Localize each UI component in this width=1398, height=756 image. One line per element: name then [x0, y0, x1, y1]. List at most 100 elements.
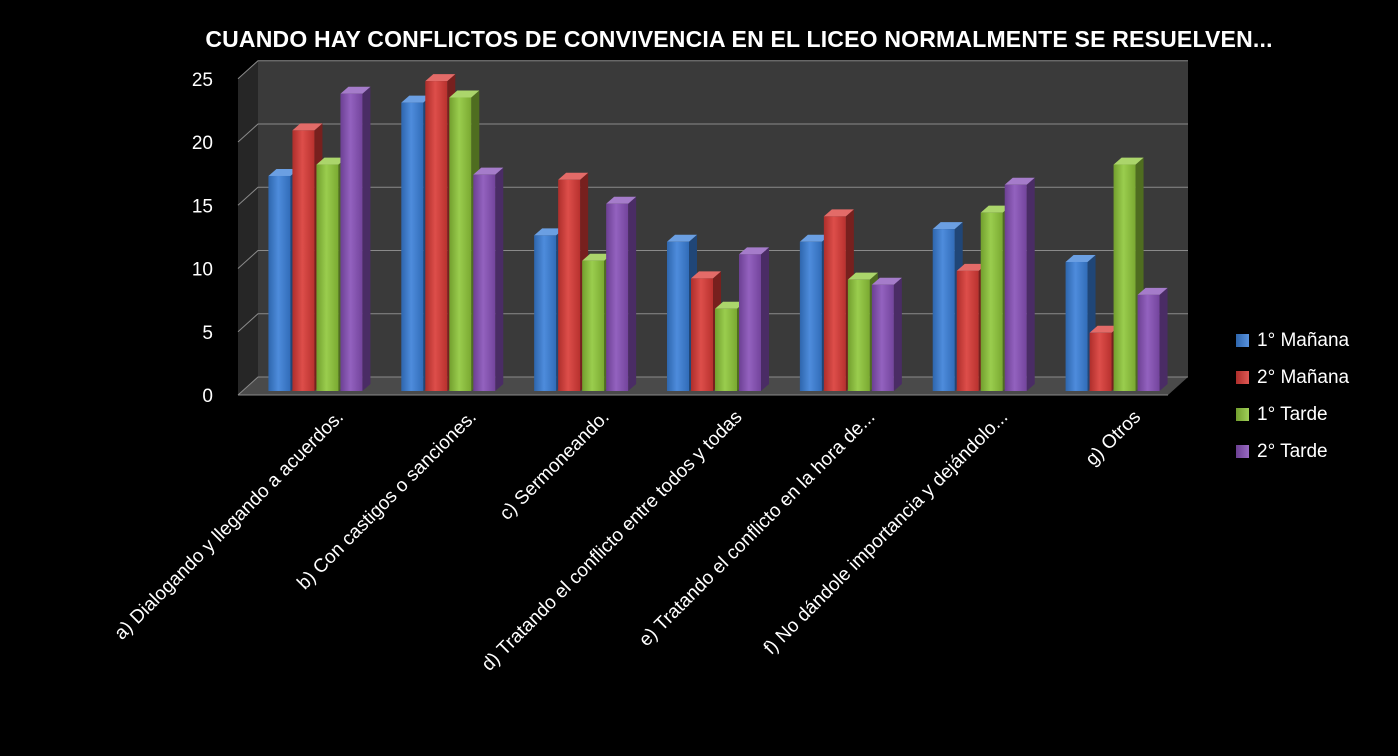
- side-wall: [238, 60, 258, 395]
- bar-top: [739, 247, 769, 255]
- bar-top: [667, 234, 697, 242]
- legend-label: 1° Tarde: [1257, 403, 1328, 425]
- bar-front: [606, 203, 629, 391]
- bar: [739, 247, 769, 391]
- legend-label: 1° Mañana: [1257, 329, 1350, 351]
- x-category-label: d) Tratando el conflicto entre todos y t…: [478, 407, 747, 676]
- bar-front: [534, 235, 557, 391]
- gridline: [237, 123, 1188, 143]
- y-tick-label: 5: [202, 323, 213, 344]
- bar-top: [268, 168, 299, 176]
- gridline: [237, 186, 1188, 206]
- bar-top: [980, 205, 1011, 213]
- bar: [871, 277, 902, 391]
- bar-top: [425, 74, 456, 82]
- bar: [1004, 177, 1035, 391]
- legend-label: 2° Mañana: [1257, 366, 1350, 388]
- bar-top: [316, 157, 347, 165]
- bar-front: [401, 102, 424, 391]
- x-category-label: g) Otros: [1082, 407, 1145, 470]
- bar-side: [1159, 287, 1168, 391]
- legend-label: 2° Tarde: [1257, 440, 1328, 462]
- bar-front: [449, 97, 472, 392]
- bar: [473, 167, 504, 391]
- bar-front: [1065, 261, 1088, 391]
- legend-item: 1° Tarde: [1236, 396, 1349, 433]
- bar-front: [340, 93, 363, 391]
- bar-front: [1004, 184, 1027, 391]
- x-category-label: e) Tratando el conflicto en la hora de..…: [635, 407, 879, 651]
- bar-front: [956, 270, 979, 391]
- bar: [606, 196, 637, 391]
- bar-top: [1004, 177, 1035, 185]
- bar-front: [268, 175, 291, 391]
- bar-front: [473, 174, 496, 391]
- bar-top: [449, 90, 480, 98]
- bar-front: [847, 279, 870, 391]
- bar-top: [401, 95, 432, 103]
- x-category-label: f) No dándole importancia y dejándolo...: [760, 407, 1012, 659]
- y-tick-label: 15: [192, 196, 213, 217]
- legend-item: 1° Mañana: [1236, 322, 1349, 359]
- bar-top: [1137, 287, 1168, 295]
- legend-swatch: [1236, 371, 1249, 384]
- chart-title: CUANDO HAY CONFLICTOS DE CONVIVENCIA EN …: [205, 26, 1273, 52]
- bar: [1137, 287, 1168, 391]
- bar: [340, 86, 371, 391]
- bar-side: [893, 277, 902, 391]
- legend-item: 2° Tarde: [1236, 433, 1349, 470]
- bar-front: [316, 164, 339, 391]
- legend-swatch: [1236, 408, 1249, 421]
- legend-item: 2° Mañana: [1236, 359, 1349, 396]
- bar-front: [1089, 332, 1112, 391]
- y-tick-label: 20: [192, 133, 213, 154]
- bar-top: [691, 271, 721, 279]
- bar-top: [558, 172, 589, 180]
- legend-swatch: [1236, 334, 1249, 347]
- bar-top: [956, 263, 987, 271]
- bar-front: [292, 130, 315, 391]
- bars: [268, 74, 1168, 392]
- bar-front: [980, 212, 1003, 391]
- bar-top: [582, 253, 613, 261]
- bar-front: [1137, 294, 1160, 391]
- y-tick-label: 25: [192, 70, 213, 91]
- bar-top: [340, 86, 371, 94]
- gridline: [237, 60, 1188, 80]
- bar-front: [582, 260, 605, 391]
- gridline: [237, 250, 1188, 269]
- bar-front: [715, 308, 737, 391]
- bar-top: [823, 209, 854, 217]
- bar-front: [799, 241, 822, 391]
- bar-front: [667, 241, 689, 391]
- bar-side: [761, 247, 769, 391]
- legend: 1° Mañana 2° Mañana 1° Tarde 2° Tarde: [1236, 322, 1349, 470]
- bar-top: [606, 196, 637, 204]
- x-category-label: a) Dialogando y llegando a acuerdos.: [111, 407, 348, 644]
- bar-top: [292, 123, 323, 131]
- bar-top: [932, 222, 963, 230]
- bar-top: [1065, 254, 1096, 262]
- bar-front: [425, 81, 448, 391]
- bar-top: [473, 167, 504, 175]
- y-axis-tick-labels: 0 5 10 15 20 25: [192, 70, 213, 407]
- bar-front: [871, 284, 894, 391]
- bar-front: [558, 179, 581, 391]
- bar-top: [871, 277, 902, 285]
- legend-swatch: [1236, 445, 1249, 458]
- bar-front: [691, 278, 713, 391]
- bar-top: [1089, 325, 1120, 333]
- bar-top: [715, 301, 745, 309]
- x-category-label: c) Sermoneando.: [496, 407, 614, 525]
- bar-front: [932, 229, 955, 391]
- bar-front: [1113, 164, 1136, 391]
- y-tick-label: 0: [202, 386, 213, 407]
- bar-front: [739, 254, 761, 391]
- bar-top: [1113, 157, 1144, 165]
- bar-front: [823, 216, 846, 391]
- bar-side: [495, 167, 504, 391]
- bar-side: [1026, 177, 1035, 391]
- bar-top: [799, 234, 830, 242]
- bar-top: [847, 272, 878, 280]
